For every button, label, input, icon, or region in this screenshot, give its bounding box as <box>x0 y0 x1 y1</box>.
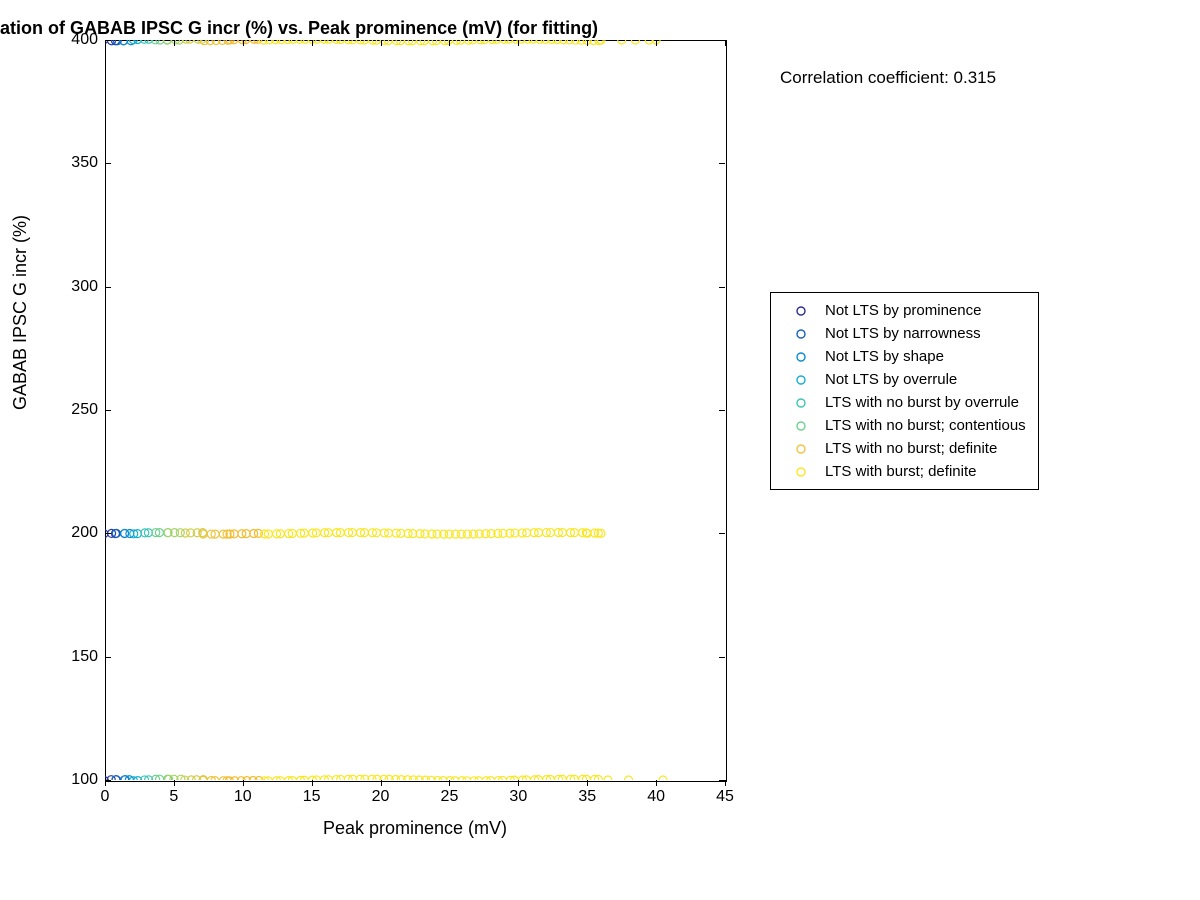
legend-marker-icon <box>781 464 821 480</box>
xtick-mark <box>725 40 726 46</box>
ytick-mark <box>105 163 111 164</box>
ytick-mark <box>105 410 111 411</box>
legend-item: LTS with no burst by overrule <box>781 391 1026 414</box>
legend-label: Not LTS by overrule <box>821 371 957 388</box>
legend-label: LTS with burst; definite <box>821 463 976 480</box>
legend-item: LTS with no burst; definite <box>781 437 1026 460</box>
correlation-annotation: Correlation coefficient: 0.315 <box>780 68 996 88</box>
xtick-mark <box>449 40 450 46</box>
legend-label: LTS with no burst; contentious <box>821 417 1026 434</box>
legend: Not LTS by prominence Not LTS by narrowne… <box>770 292 1039 490</box>
xtick-mark <box>587 780 588 786</box>
xtick-mark <box>312 40 313 46</box>
ytick-mark <box>719 163 725 164</box>
ytick-mark <box>719 410 725 411</box>
legend-label: Not LTS by prominence <box>821 302 981 319</box>
legend-item: LTS with burst; definite <box>781 460 1026 483</box>
ytick-mark <box>719 40 725 41</box>
xtick-mark <box>656 40 657 46</box>
ytick-mark <box>719 287 725 288</box>
chart-title: ation of GABAB IPSC G incr (%) vs. Peak … <box>0 18 720 39</box>
legend-item: LTS with no burst; contentious <box>781 414 1026 437</box>
xtick-label: 40 <box>647 788 665 806</box>
legend-label: LTS with no burst by overrule <box>821 394 1019 411</box>
xtick-mark <box>381 40 382 46</box>
ytick-label: 250 <box>48 401 98 419</box>
xtick-mark <box>656 780 657 786</box>
legend-marker-icon <box>781 372 821 388</box>
ytick-label: 200 <box>48 524 98 542</box>
ytick-mark <box>719 657 725 658</box>
legend-marker-icon <box>781 349 821 365</box>
xtick-mark <box>518 40 519 46</box>
x-axis-label: Peak prominence (mV) <box>105 818 725 839</box>
legend-item: Not LTS by overrule <box>781 368 1026 391</box>
xtick-label: 5 <box>169 788 178 806</box>
ytick-mark <box>105 287 111 288</box>
ytick-mark <box>719 533 725 534</box>
xtick-label: 20 <box>372 788 390 806</box>
ytick-mark <box>105 657 111 658</box>
ytick-label: 300 <box>48 278 98 296</box>
xtick-label: 15 <box>303 788 321 806</box>
legend-marker-icon <box>781 326 821 342</box>
legend-label: Not LTS by shape <box>821 348 944 365</box>
legend-marker-icon <box>781 418 821 434</box>
xtick-label: 25 <box>441 788 459 806</box>
xtick-label: 45 <box>716 788 734 806</box>
legend-label: Not LTS by narrowness <box>821 325 981 342</box>
xtick-mark <box>243 40 244 46</box>
legend-marker-icon <box>781 303 821 319</box>
legend-item: Not LTS by narrowness <box>781 322 1026 345</box>
xtick-mark <box>518 780 519 786</box>
xtick-mark <box>174 40 175 46</box>
xtick-label: 35 <box>578 788 596 806</box>
scatter-points <box>105 40 725 780</box>
ytick-mark <box>719 780 725 781</box>
legend-marker-icon <box>781 441 821 457</box>
ytick-mark <box>105 40 111 41</box>
ytick-label: 100 <box>48 771 98 789</box>
xtick-mark <box>449 780 450 786</box>
legend-marker-icon <box>781 395 821 411</box>
xtick-mark <box>312 780 313 786</box>
xtick-mark <box>381 780 382 786</box>
xtick-mark <box>243 780 244 786</box>
xtick-mark <box>174 780 175 786</box>
legend-item: Not LTS by prominence <box>781 299 1026 322</box>
xtick-mark <box>725 780 726 786</box>
ytick-label: 350 <box>48 154 98 172</box>
ytick-mark <box>105 533 111 534</box>
xtick-label: 30 <box>509 788 527 806</box>
xtick-label: 10 <box>234 788 252 806</box>
xtick-label: 0 <box>101 788 110 806</box>
legend-item: Not LTS by shape <box>781 345 1026 368</box>
legend-label: LTS with no burst; definite <box>821 440 997 457</box>
xtick-mark <box>587 40 588 46</box>
ytick-label: 400 <box>48 31 98 49</box>
ytick-mark <box>105 780 111 781</box>
y-axis-label: GABAB IPSC G incr (%) <box>10 215 31 410</box>
ytick-label: 150 <box>48 648 98 666</box>
